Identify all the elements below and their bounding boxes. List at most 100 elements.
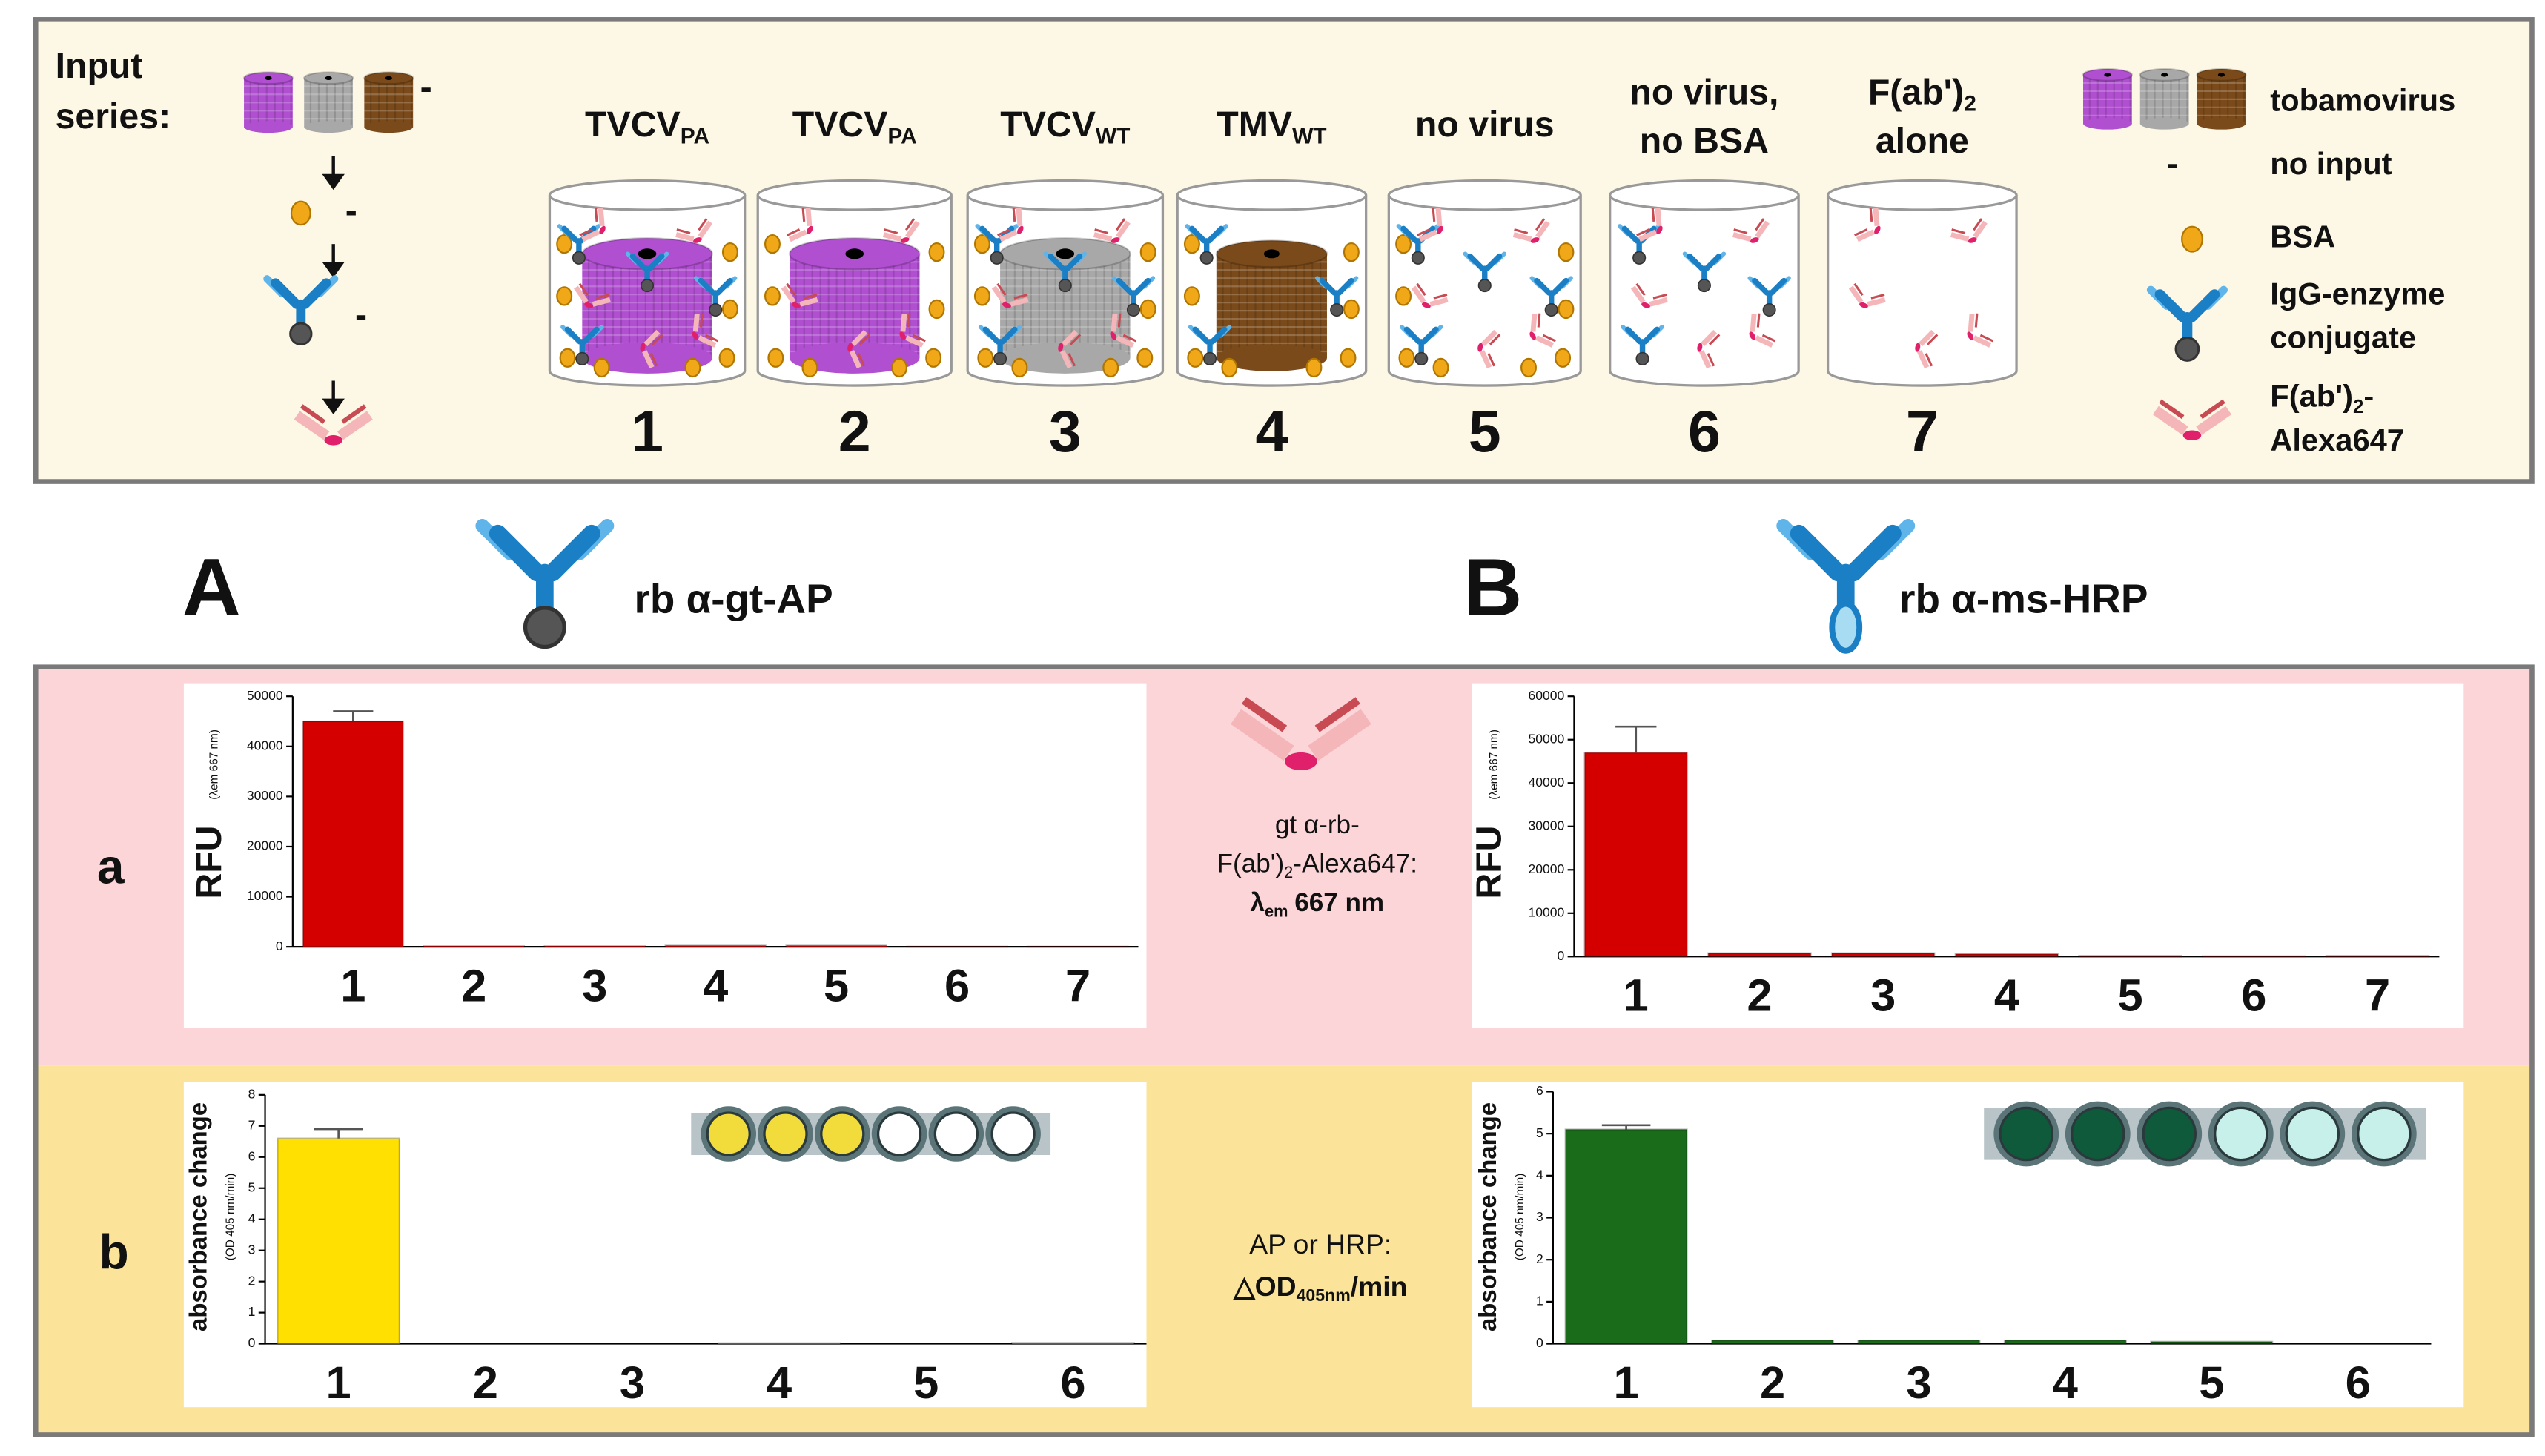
y-tick-label: 40000	[1528, 775, 1564, 790]
fab-outer	[1231, 709, 1371, 761]
fab-inner	[649, 334, 663, 367]
enzyme-ap	[1477, 279, 1492, 293]
fab-inner	[857, 334, 871, 367]
y-tick-label: 50000	[1528, 731, 1564, 746]
y-axis-label: absorbance change	[1474, 1102, 1501, 1331]
virus-hole	[1056, 248, 1075, 259]
virus-icon	[363, 71, 414, 133]
text-part: -	[2363, 379, 2374, 414]
row-letter: a	[97, 838, 125, 893]
tube-rim	[1387, 179, 1582, 211]
text-part: TMV	[1217, 105, 1292, 145]
readout-text: △OD405nm/min	[1233, 1271, 1407, 1305]
fab-inner	[699, 313, 719, 343]
fab-dye	[1284, 752, 1317, 771]
fab-outer	[1111, 313, 1135, 348]
fab-outer	[1638, 208, 1662, 242]
panel-antibody: rb α-gt-AP	[635, 575, 833, 621]
virus-hole	[385, 76, 392, 80]
virus-hole	[638, 248, 657, 259]
antibody-heavy-chain	[489, 524, 600, 617]
fab-icon	[1749, 313, 1776, 348]
antibody-icon	[2146, 285, 2228, 362]
fab-outer	[574, 285, 611, 307]
tube-number: 5	[1469, 399, 1501, 464]
y-axis-note: (λem 667 nm)	[1488, 729, 1500, 800]
virus-bottom	[364, 121, 414, 133]
fab-inner	[1636, 208, 1655, 236]
fab-dye	[807, 225, 813, 234]
bsa-icon	[1395, 234, 1412, 254]
tube-label: TMVWT	[1217, 105, 1326, 149]
virus-body	[2197, 74, 2246, 124]
fab-outer	[1479, 329, 1498, 369]
bar	[1954, 953, 2059, 958]
fab-icon	[1697, 329, 1721, 369]
input-label: Input	[56, 46, 143, 86]
fab-outer	[1411, 285, 1449, 307]
fab-outer	[1732, 220, 1770, 242]
fab-inner	[676, 218, 708, 235]
bar	[423, 945, 526, 948]
y-axis-note: (OD 405 nm/min)	[1514, 1174, 1526, 1261]
virus-hole	[1263, 249, 1280, 259]
x-tick-label: 4	[1994, 970, 2019, 1022]
y-tick-label: 20000	[1528, 861, 1564, 876]
fab-dye	[640, 343, 646, 352]
fab-dye	[1874, 225, 1881, 234]
y-tick-label: 4	[248, 1211, 256, 1225]
bsa-icon	[928, 242, 945, 262]
fab-outer	[1093, 220, 1131, 242]
y-tick-label: 40000	[247, 738, 283, 752]
antibody-heavy-chain	[564, 326, 600, 356]
fab-inner	[1416, 208, 1436, 236]
virus-bottom	[1216, 344, 1327, 371]
fab-icon	[1950, 218, 1988, 243]
virus-bottom	[304, 121, 354, 133]
antibody-icon	[263, 275, 339, 345]
bsa-icon	[1102, 357, 1119, 378]
fab-icon	[899, 313, 926, 348]
arrow-head	[322, 262, 345, 278]
y-tick-label: 1	[248, 1304, 256, 1319]
well	[933, 1111, 979, 1156]
fab-inner	[1537, 313, 1556, 343]
bsa-icon	[556, 234, 573, 254]
bsa-icon	[593, 357, 610, 378]
y-axis-note: (λem 667 nm)	[208, 729, 221, 800]
fab-icon	[1732, 218, 1770, 243]
bar	[717, 1342, 841, 1345]
y-tick-label: 10000	[1528, 904, 1564, 919]
virus-bottom	[2197, 117, 2246, 130]
fab-dye	[2182, 430, 2202, 440]
fab-inner	[1416, 282, 1448, 300]
enzyme-ap	[1330, 302, 1344, 317]
y-tick-label: 30000	[1528, 818, 1564, 833]
bsa-icon	[559, 348, 576, 368]
fab-dye	[1859, 302, 1868, 308]
antibody-icon	[1776, 519, 1916, 654]
bsa-icon	[1398, 348, 1415, 368]
fab-dye	[1530, 237, 1540, 243]
fab-icon	[1411, 282, 1449, 308]
x-tick-label: 2	[1760, 1357, 1785, 1409]
error-bar	[1601, 1124, 1651, 1130]
y-tick-label: 0	[248, 1335, 256, 1350]
x-tick-label: 7	[2365, 970, 2390, 1022]
y-tick-label: 3	[1536, 1209, 1543, 1224]
virus-hole	[325, 76, 332, 80]
antibody-icon	[1621, 325, 1664, 365]
fab-outer	[1698, 329, 1718, 369]
enzyme-ap	[572, 251, 586, 265]
y-axis-note: (OD 405 nm/min)	[225, 1174, 237, 1261]
bsa-icon	[1520, 357, 1537, 378]
fab-dye	[791, 302, 801, 308]
bsa-icon	[721, 242, 738, 262]
subscript: 2	[1284, 863, 1293, 881]
fab-dye	[1641, 302, 1650, 308]
antibody-heavy-chain	[1048, 253, 1083, 282]
text-part: 667 nm	[1294, 888, 1384, 917]
bsa-icon	[1343, 242, 1360, 262]
text-part: △OD	[1233, 1271, 1297, 1302]
enzyme-ap	[1632, 251, 1647, 265]
